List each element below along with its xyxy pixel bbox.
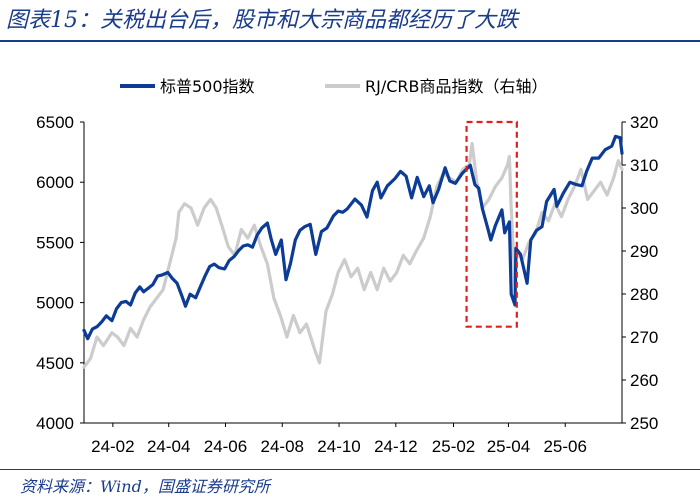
x-tick-label: 24-10	[317, 437, 360, 456]
tick-labels: 4000 4500 5000 5500 6000 6500 250 260 270 280 290 3…	[36, 113, 658, 456]
left-tick-label: 4000	[36, 414, 74, 433]
right-tick-label: 250	[630, 414, 658, 433]
right-tick-label: 310	[630, 156, 658, 175]
legend-label-crb: RJ/CRB商品指数（右轴）	[365, 77, 548, 96]
right-tick-label: 320	[630, 113, 658, 132]
series-layer	[82, 120, 624, 369]
x-tick-label: 24-12	[374, 437, 417, 456]
source-note: 资料来源：Wind，国盛证券研究所	[20, 477, 270, 496]
right-tick-label: 260	[630, 371, 658, 390]
left-tick-label: 5500	[36, 233, 74, 252]
left-tick-label: 6000	[36, 173, 74, 192]
x-tick-label: 25-02	[432, 437, 475, 456]
title-divider	[0, 40, 700, 42]
right-tick-label: 270	[630, 328, 658, 347]
x-tick-label: 25-06	[543, 437, 586, 456]
right-tick-label: 280	[630, 285, 658, 304]
x-tick-label: 24-08	[261, 437, 304, 456]
x-tick-label: 24-04	[147, 437, 190, 456]
left-tick-label: 4500	[36, 354, 74, 373]
spx-series-line	[82, 134, 624, 341]
left-tick-label: 6500	[36, 113, 74, 132]
left-tick-label: 5000	[36, 294, 74, 313]
legend: 标普500指数 RJ/CRB商品指数（右轴）	[120, 77, 548, 96]
crb-series-line	[82, 141, 624, 369]
source-divider	[0, 469, 700, 470]
x-tick-label: 24-06	[204, 437, 247, 456]
chart: 标普500指数 RJ/CRB商品指数（右轴） 4000 4500 5000 5500 60…	[36, 77, 658, 456]
highlight-box	[465, 120, 518, 328]
legend-label-spx: 标普500指数	[160, 77, 255, 96]
page-title: 图表15：关税出台后，股市和大宗商品都经历了大跌	[6, 8, 518, 33]
right-tick-label: 300	[630, 199, 658, 218]
x-tick-label: 25-04	[487, 437, 530, 456]
axes	[80, 121, 626, 427]
x-tick-label: 24-02	[91, 437, 134, 456]
right-tick-label: 290	[630, 242, 658, 261]
